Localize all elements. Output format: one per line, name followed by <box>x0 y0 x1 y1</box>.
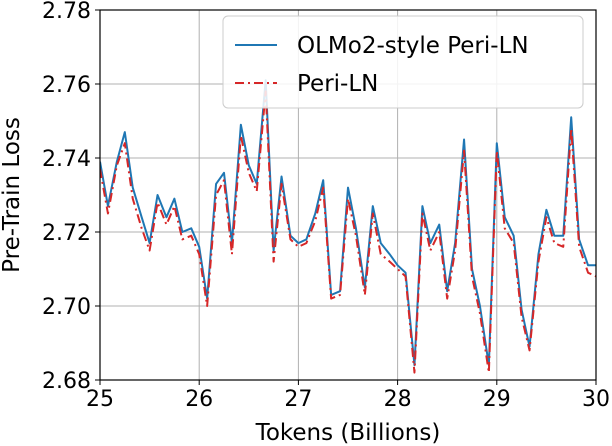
x-axis-label: Tokens (Billions) <box>255 420 441 446</box>
x-tick-label: 26 <box>185 387 213 412</box>
x-tick-label: 30 <box>582 387 610 412</box>
x-tick-labels: 25 26 27 28 29 30 <box>86 387 610 412</box>
series-line-peri-ln <box>100 90 596 374</box>
y-axis-label: Pre-Train Loss <box>0 117 25 273</box>
y-tick-label: 2.70 <box>42 295 91 320</box>
legend-label-peri-ln: Peri-LN <box>297 71 378 97</box>
y-tick-label: 2.76 <box>42 73 91 98</box>
x-tick-label: 25 <box>86 387 114 412</box>
series-line-olmo2-style-peri-ln <box>100 79 596 367</box>
legend-box <box>222 15 584 109</box>
y-tick-label: 2.72 <box>42 221 91 246</box>
x-tick-label: 27 <box>284 387 312 412</box>
y-tick-label: 2.78 <box>42 0 91 24</box>
series-layer <box>100 79 596 374</box>
y-tick-labels: 2.68 2.70 2.72 2.74 2.76 2.78 <box>42 0 91 394</box>
x-tick-label: 29 <box>483 387 511 412</box>
ticks <box>95 9 597 385</box>
plot-frame <box>99 9 597 381</box>
x-tick-label: 28 <box>384 387 412 412</box>
y-tick-label: 2.68 <box>42 369 91 394</box>
legend-label-olmo2: OLMo2-style Peri-LN <box>297 33 529 59</box>
legend: OLMo2-style Peri-LN Peri-LN <box>222 15 584 109</box>
y-tick-label: 2.74 <box>42 147 91 172</box>
